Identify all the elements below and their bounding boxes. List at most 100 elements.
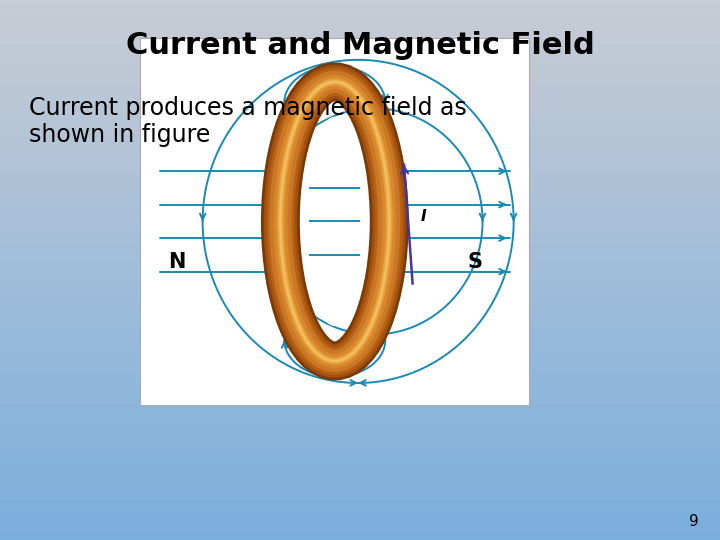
Bar	[0, 140, 720, 142]
Bar	[0, 396, 720, 398]
Bar	[0, 225, 720, 227]
Bar	[0, 394, 720, 396]
Bar	[0, 2, 720, 4]
Bar	[0, 398, 720, 400]
Bar	[0, 59, 720, 61]
Bar	[0, 466, 720, 468]
Bar	[0, 439, 720, 441]
Bar	[0, 464, 720, 466]
Bar	[0, 258, 720, 259]
Bar	[0, 508, 720, 509]
Bar	[0, 366, 720, 367]
Bar	[0, 198, 720, 200]
Text: 9: 9	[688, 514, 698, 529]
Bar	[0, 99, 720, 101]
Bar	[0, 522, 720, 524]
Bar	[0, 373, 720, 374]
Bar	[0, 387, 720, 389]
Bar	[0, 180, 720, 182]
Bar	[0, 16, 720, 18]
Text: Current and Magnetic Field: Current and Magnetic Field	[125, 31, 595, 60]
Bar	[0, 36, 720, 38]
Bar	[0, 23, 720, 25]
Bar	[0, 479, 720, 481]
Bar	[0, 285, 720, 286]
Bar	[0, 128, 720, 130]
Bar	[0, 34, 720, 36]
Bar	[0, 9, 720, 11]
Text: N: N	[168, 252, 185, 272]
Bar	[0, 309, 720, 312]
Bar	[0, 279, 720, 281]
Bar	[0, 412, 720, 414]
Bar	[0, 421, 720, 423]
Bar	[0, 286, 720, 288]
Bar	[0, 272, 720, 274]
Bar	[0, 403, 720, 405]
Bar	[0, 20, 720, 22]
Bar	[0, 167, 720, 169]
Bar	[0, 383, 720, 385]
Bar	[0, 363, 720, 366]
Bar	[0, 434, 720, 436]
Bar	[0, 353, 720, 355]
Bar	[0, 385, 720, 387]
Bar	[0, 123, 720, 124]
Bar	[0, 243, 720, 245]
Bar	[0, 255, 720, 258]
Bar	[0, 378, 720, 380]
Bar	[0, 85, 720, 86]
Bar	[0, 488, 720, 490]
Bar	[0, 306, 720, 308]
Bar	[0, 254, 720, 255]
Bar	[0, 211, 720, 212]
Bar	[0, 319, 720, 320]
Bar	[0, 184, 720, 185]
Bar	[0, 529, 720, 531]
Bar	[0, 108, 720, 110]
Bar	[0, 120, 720, 123]
Bar	[0, 50, 720, 52]
Bar	[0, 486, 720, 488]
Bar	[0, 43, 720, 45]
Bar	[0, 501, 720, 502]
Bar	[0, 414, 720, 416]
Bar	[0, 536, 720, 538]
Bar	[0, 482, 720, 484]
Bar	[0, 231, 720, 232]
Bar	[0, 83, 720, 85]
Bar	[0, 86, 720, 88]
Bar	[0, 25, 720, 27]
Bar	[0, 193, 720, 194]
Ellipse shape	[305, 117, 365, 326]
Bar	[0, 117, 720, 119]
Bar	[0, 430, 720, 432]
Bar	[0, 112, 720, 113]
Bar	[0, 11, 720, 12]
Bar	[0, 329, 720, 331]
Bar	[0, 131, 720, 133]
Bar	[0, 405, 720, 407]
Bar	[0, 147, 720, 150]
Text: S: S	[468, 252, 482, 272]
Bar	[0, 349, 720, 351]
Bar	[0, 56, 720, 58]
Bar	[0, 104, 720, 106]
Bar	[0, 200, 720, 201]
Bar	[0, 468, 720, 470]
Bar	[0, 497, 720, 498]
Bar	[0, 320, 720, 322]
Bar	[0, 504, 720, 506]
Bar	[0, 218, 720, 220]
Bar	[0, 69, 720, 70]
Bar	[0, 126, 720, 128]
Bar	[0, 177, 720, 178]
Bar	[0, 157, 720, 158]
Bar	[0, 250, 720, 252]
Bar	[0, 153, 720, 155]
Bar	[0, 110, 720, 112]
Bar	[0, 423, 720, 425]
Bar	[0, 0, 720, 2]
Bar	[0, 162, 720, 164]
Bar	[0, 158, 720, 160]
